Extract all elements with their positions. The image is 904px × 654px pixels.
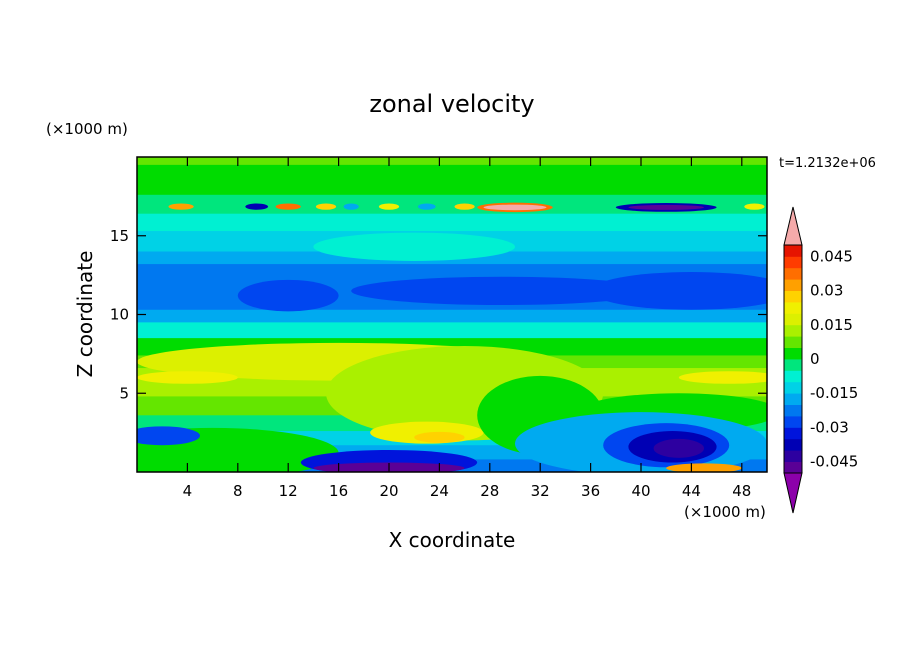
colorbar-bin: [784, 370, 802, 383]
contour-region: [237, 279, 339, 312]
x-axis-label: X coordinate: [389, 528, 516, 552]
contour-region: [245, 203, 269, 210]
contour-region: [653, 438, 704, 458]
contour-region: [666, 463, 742, 472]
x-tick-label: 40: [631, 482, 650, 500]
contour-region: [315, 203, 337, 210]
x-tick-label: 12: [279, 482, 298, 500]
x-tick-label: 48: [732, 482, 751, 500]
x-tick-label: 32: [531, 482, 550, 500]
colorbar-bin: [784, 438, 802, 451]
x-tick-label: 24: [430, 482, 449, 500]
contour-region: [678, 371, 767, 384]
x-tick-label: 16: [329, 482, 348, 500]
x-tick-label: 28: [480, 482, 499, 500]
colorbar-bin: [784, 313, 802, 326]
colorbar-frame: [783, 244, 803, 474]
contour-region: [343, 203, 359, 210]
time-label: t=1.2132e+06: [779, 156, 876, 171]
colorbar-label: -0.045: [810, 453, 858, 471]
colorbar-bin: [784, 324, 802, 337]
contour-region: [168, 203, 194, 210]
colorbar-label: 0.045: [810, 247, 853, 265]
colorbar-under-triangle: [783, 472, 803, 514]
colorbar-bin: [784, 302, 802, 314]
colorbar-bin: [784, 245, 802, 257]
contour-region: [351, 276, 654, 306]
contour-region: [454, 203, 475, 210]
colorbar-bin: [784, 461, 802, 474]
x-axis-ticks: 4 8 12 16 20 24 28 32 36 40 44 48: [183, 157, 751, 500]
contour-region: [275, 203, 301, 210]
y-tick-label: 5: [119, 384, 129, 402]
contour-region: [137, 371, 238, 384]
y-tick-label: 15: [110, 227, 129, 245]
contour-band: [137, 309, 767, 323]
x-tick-label: 44: [682, 482, 701, 500]
colorbar-bin: [784, 404, 802, 417]
y-axis-label: Z coordinate: [73, 251, 97, 378]
colorbar-bin: [784, 427, 802, 440]
colorbar-label: 0.015: [810, 316, 853, 334]
contour-field: [137, 157, 767, 472]
contour-region: [417, 203, 436, 210]
contour-region: [414, 431, 465, 443]
colorbar-bin: [784, 416, 802, 428]
y-unit-label: (×1000 m): [46, 120, 128, 138]
x-tick-label: 36: [581, 482, 600, 500]
contour-band: [137, 322, 767, 339]
contour-band: [137, 164, 767, 182]
x-tick-label: 4: [183, 482, 193, 500]
colorbar-bin: [784, 359, 802, 371]
contour-band: [137, 194, 767, 215]
colorbar-label: 0: [810, 350, 820, 368]
colorbar-bin: [784, 267, 802, 280]
contour-band: [137, 157, 767, 166]
colorbar: 0.045 0.03 0.015 0 -0.015 -0.03 -0.045: [783, 206, 858, 514]
colorbar-bin: [784, 450, 802, 462]
x-unit-label: (×1000 m): [684, 503, 766, 521]
contour-region: [483, 204, 547, 211]
contour-region: [744, 203, 765, 210]
contour-region: [313, 232, 515, 261]
colorbar-bin: [784, 290, 802, 303]
x-tick-label: 20: [379, 482, 398, 500]
contour-region: [590, 271, 767, 310]
colorbar-bin: [784, 381, 802, 394]
colorbar-bin: [784, 347, 802, 360]
contour-region: [628, 204, 704, 210]
chart-title: zonal velocity: [369, 90, 534, 118]
colorbar-over-triangle: [783, 206, 803, 246]
colorbar-label: -0.015: [810, 384, 858, 402]
colorbar-bin: [784, 393, 802, 405]
colorbar-bin: [784, 279, 802, 291]
contour-region: [137, 427, 339, 472]
contour-band: [137, 213, 767, 232]
x-tick-label: 8: [233, 482, 243, 500]
colorbar-label: 0.03: [810, 282, 843, 300]
colorbar-label: -0.03: [810, 418, 849, 436]
y-tick-label: 10: [110, 306, 129, 324]
colorbar-bin: [784, 256, 802, 269]
contour-band: [137, 180, 767, 196]
y-axis-ticks: 5 10 15: [110, 227, 767, 402]
contour-region: [137, 426, 200, 446]
colorbar-bin: [784, 336, 802, 348]
contour-region: [378, 203, 400, 210]
